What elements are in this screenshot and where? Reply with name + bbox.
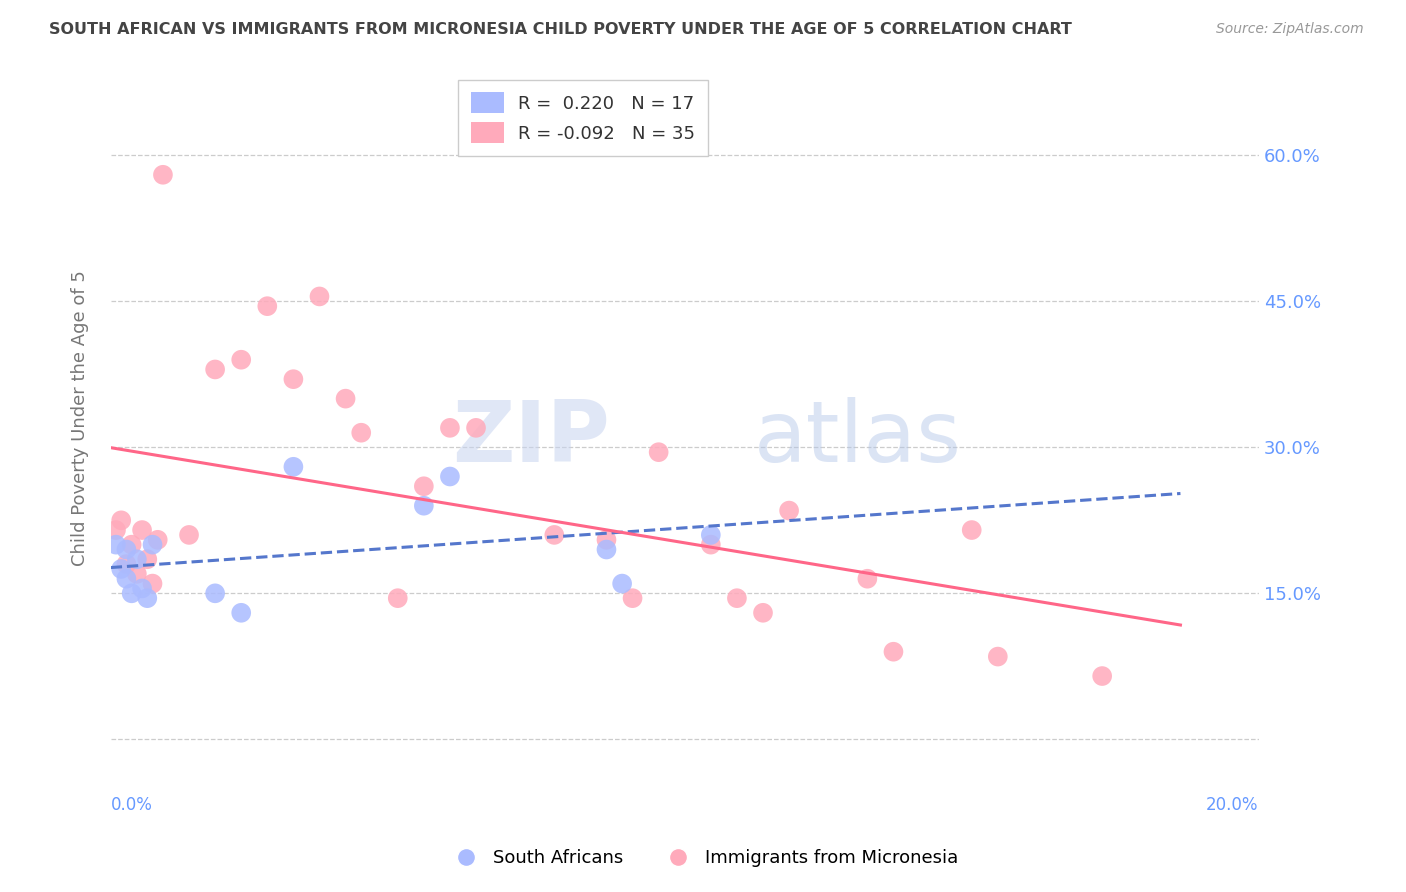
Point bbox=[387, 591, 409, 606]
Point bbox=[115, 557, 138, 571]
Point bbox=[283, 459, 305, 474]
Point bbox=[283, 372, 305, 386]
Point bbox=[131, 523, 153, 537]
Point bbox=[1091, 669, 1114, 683]
Point bbox=[752, 606, 775, 620]
Point bbox=[204, 586, 226, 600]
Point bbox=[125, 566, 148, 581]
Point bbox=[700, 538, 723, 552]
Point bbox=[856, 572, 879, 586]
Text: SOUTH AFRICAN VS IMMIGRANTS FROM MICRONESIA CHILD POVERTY UNDER THE AGE OF 5 COR: SOUTH AFRICAN VS IMMIGRANTS FROM MICRONE… bbox=[49, 22, 1073, 37]
Point bbox=[621, 591, 644, 606]
Point bbox=[439, 469, 461, 483]
Text: atlas: atlas bbox=[754, 397, 962, 480]
Text: 20.0%: 20.0% bbox=[1206, 797, 1258, 814]
Point bbox=[110, 513, 132, 527]
Text: Source: ZipAtlas.com: Source: ZipAtlas.com bbox=[1216, 22, 1364, 37]
Point bbox=[412, 479, 434, 493]
Point bbox=[256, 299, 278, 313]
Point bbox=[960, 523, 983, 537]
Text: ZIP: ZIP bbox=[453, 397, 610, 480]
Point bbox=[136, 591, 159, 606]
Point bbox=[131, 582, 153, 596]
Point bbox=[778, 503, 800, 517]
Point bbox=[335, 392, 357, 406]
Point bbox=[115, 572, 138, 586]
Point bbox=[231, 352, 253, 367]
Point bbox=[115, 542, 138, 557]
Point bbox=[104, 523, 127, 537]
Point bbox=[204, 362, 226, 376]
Point bbox=[177, 528, 200, 542]
Point bbox=[308, 289, 330, 303]
Point bbox=[104, 538, 127, 552]
Text: 0.0%: 0.0% bbox=[111, 797, 153, 814]
Point bbox=[882, 645, 904, 659]
Legend: South Africans, Immigrants from Micronesia: South Africans, Immigrants from Micrones… bbox=[441, 842, 965, 874]
Point bbox=[110, 562, 132, 576]
Point bbox=[595, 542, 617, 557]
Y-axis label: Child Poverty Under the Age of 5: Child Poverty Under the Age of 5 bbox=[72, 270, 89, 566]
Point bbox=[125, 552, 148, 566]
Point bbox=[146, 533, 169, 547]
Point bbox=[465, 421, 488, 435]
Point bbox=[350, 425, 373, 440]
Point bbox=[610, 576, 633, 591]
Point bbox=[987, 649, 1010, 664]
Point bbox=[121, 538, 143, 552]
Point bbox=[152, 168, 174, 182]
Point bbox=[543, 528, 565, 542]
Legend: R =  0.220   N = 17, R = -0.092   N = 35: R = 0.220 N = 17, R = -0.092 N = 35 bbox=[458, 79, 707, 156]
Point bbox=[439, 421, 461, 435]
Point bbox=[725, 591, 748, 606]
Point bbox=[595, 533, 617, 547]
Point bbox=[412, 499, 434, 513]
Point bbox=[141, 538, 163, 552]
Point bbox=[141, 576, 163, 591]
Point bbox=[647, 445, 669, 459]
Point bbox=[121, 586, 143, 600]
Point bbox=[136, 552, 159, 566]
Point bbox=[231, 606, 253, 620]
Point bbox=[700, 528, 723, 542]
